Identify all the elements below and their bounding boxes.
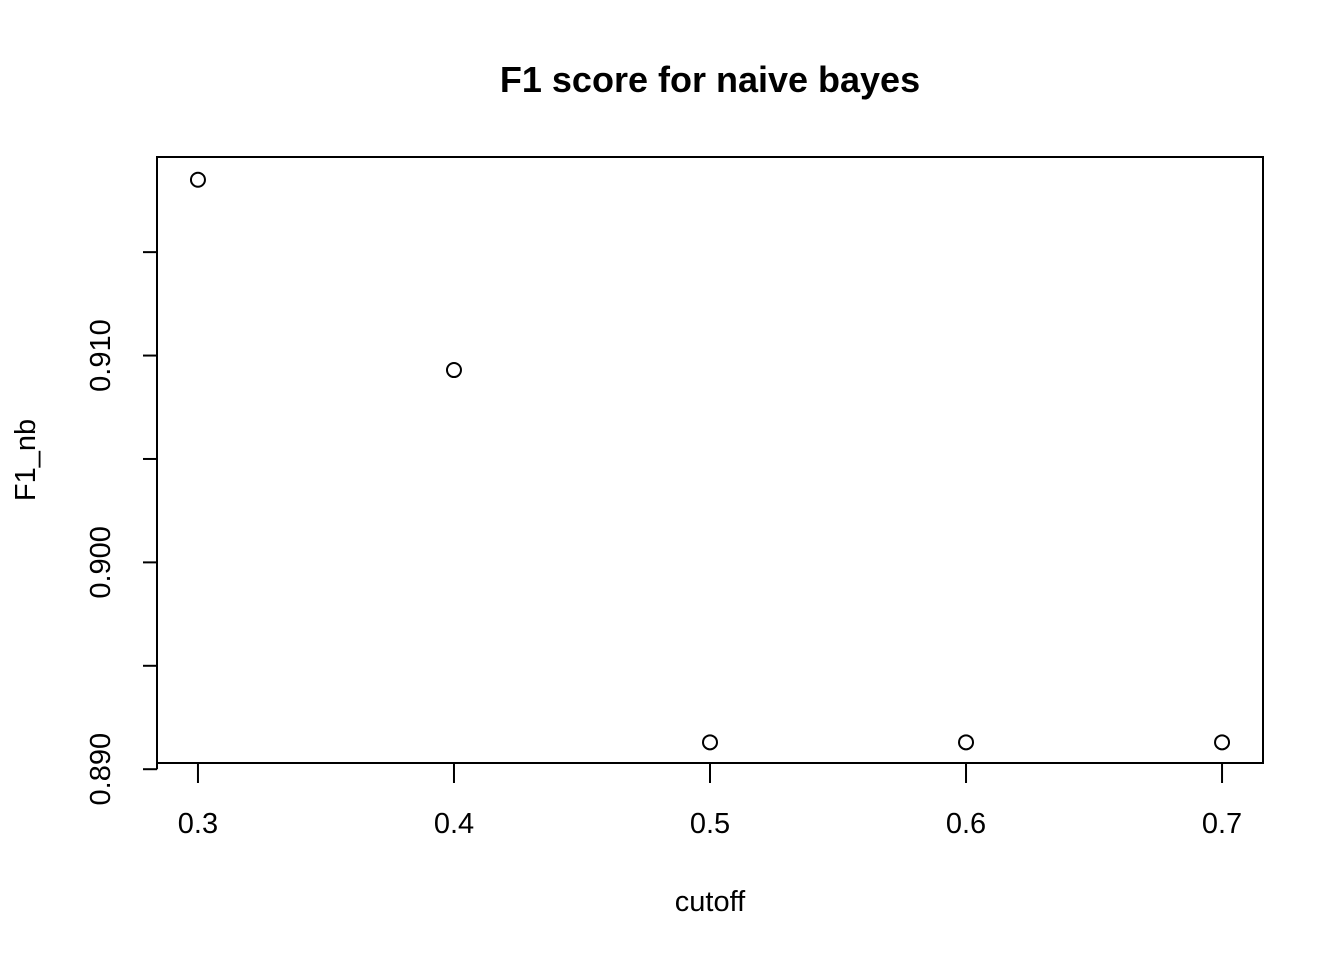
- x-tick-label: 0.7: [1202, 808, 1242, 840]
- x-tick-label: 0.3: [178, 808, 218, 840]
- x-tick-label: 0.6: [946, 808, 986, 840]
- y-tick-label: 0.890: [85, 733, 117, 806]
- data-point: [1214, 734, 1231, 751]
- data-point: [702, 734, 718, 751]
- x-tick-label: 0.5: [690, 808, 730, 840]
- data-points: [189, 171, 1231, 751]
- y-tick-label: 0.900: [85, 526, 117, 599]
- data-point: [958, 734, 975, 751]
- chart-title: F1 score for naive bayes: [500, 59, 920, 100]
- x-tick-label: 0.4: [434, 808, 474, 840]
- x-axis-label: cutoff: [675, 886, 746, 918]
- data-point: [189, 171, 206, 188]
- x-axis: 0.3 0.4 0.5 0.6 0.7: [178, 762, 1242, 840]
- data-point: [445, 362, 462, 379]
- y-axis-label: F1_nb: [10, 419, 42, 501]
- y-tick-label: 0.910: [85, 319, 117, 392]
- y-axis: 0.890 0.900 0.910: [85, 251, 158, 806]
